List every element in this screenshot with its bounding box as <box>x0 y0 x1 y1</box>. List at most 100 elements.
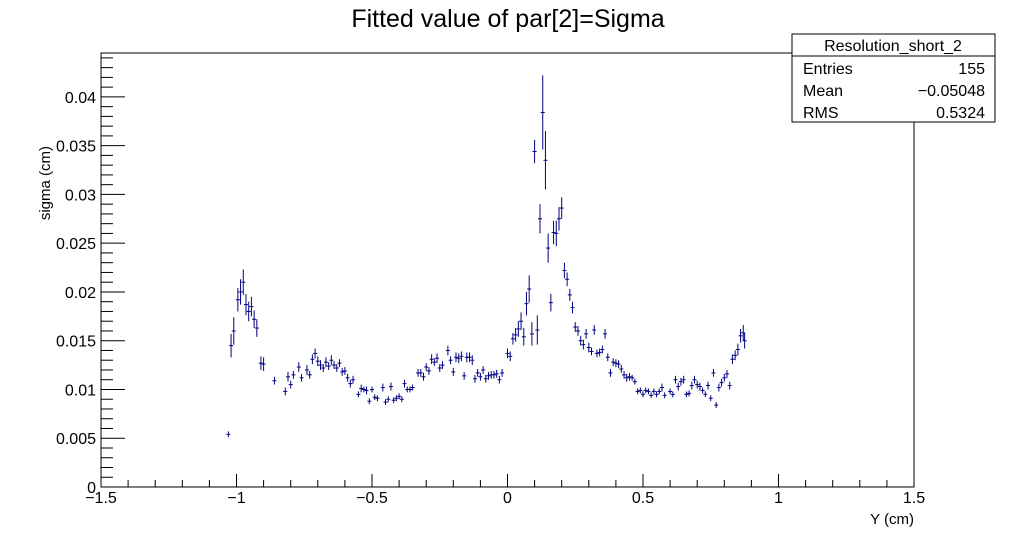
data-point <box>351 375 356 384</box>
data-point <box>527 275 532 303</box>
data-point <box>291 370 296 379</box>
data-point <box>638 387 643 394</box>
data-point <box>454 352 459 363</box>
data-point <box>342 367 347 375</box>
data-point <box>510 332 515 345</box>
data-point <box>622 370 627 379</box>
data-point <box>304 365 309 375</box>
data-point <box>508 351 513 362</box>
data-point <box>361 386 366 393</box>
data-point <box>497 375 502 384</box>
data-point <box>643 387 648 394</box>
data-point <box>684 391 689 398</box>
data-point <box>397 393 402 400</box>
data-point <box>592 325 597 335</box>
data-point <box>673 375 678 384</box>
data-point <box>318 360 323 370</box>
data-point <box>283 387 288 396</box>
stats-mean-value: −0.05048 <box>918 83 985 100</box>
data-point <box>394 395 399 402</box>
data-point <box>632 378 637 385</box>
data-point <box>254 319 259 337</box>
data-point <box>535 315 540 345</box>
data-point <box>603 329 608 339</box>
x-tick-label: −1 <box>227 490 245 507</box>
stats-mean-label: Mean <box>803 83 843 100</box>
data-point <box>296 362 301 372</box>
data-point <box>238 279 243 305</box>
data-point <box>521 328 526 346</box>
data-point <box>657 388 662 395</box>
data-point <box>611 358 616 367</box>
x-tick-label: −1.5 <box>85 490 117 507</box>
data-point <box>231 317 236 345</box>
data-point <box>391 397 396 404</box>
data-point <box>429 354 434 365</box>
stats-entries-label: Entries <box>803 61 853 78</box>
data-point <box>676 382 681 391</box>
data-point <box>584 329 589 339</box>
data-point <box>689 381 694 390</box>
y-tick-label: 0.02 <box>65 285 96 302</box>
data-point <box>486 371 491 380</box>
data-point <box>524 291 529 316</box>
data-point <box>659 383 664 392</box>
data-point <box>249 296 254 317</box>
data-point <box>562 262 567 279</box>
data-point <box>345 373 350 382</box>
data-point <box>459 351 464 362</box>
data-point <box>356 391 361 398</box>
data-point <box>370 386 374 393</box>
stats-rms-value: 0.5324 <box>936 105 985 122</box>
data-point <box>494 369 499 378</box>
data-point <box>307 370 312 379</box>
data-point <box>285 371 290 382</box>
data-point <box>386 396 391 403</box>
data-point <box>551 220 556 245</box>
data-point <box>589 347 594 356</box>
data-point <box>337 359 342 368</box>
stats-entries-value: 155 <box>958 61 985 78</box>
data-point <box>380 383 385 392</box>
data-point <box>627 372 632 381</box>
data-point <box>630 374 635 381</box>
data-point <box>334 364 339 372</box>
data-point <box>554 220 559 247</box>
data-point <box>481 366 486 374</box>
stats-box: Resolution_short_2 Entries 155 Mean −0.0… <box>791 33 996 123</box>
data-point <box>616 360 621 369</box>
data-point <box>714 402 719 409</box>
data-point <box>435 353 440 364</box>
data-point <box>364 386 369 395</box>
data-point <box>722 373 727 382</box>
data-point <box>581 339 586 350</box>
data-point <box>548 293 553 312</box>
data-point <box>410 384 415 391</box>
data-point <box>700 387 705 394</box>
data-point <box>586 342 591 353</box>
data-point <box>299 373 304 382</box>
stats-box-border <box>791 33 996 123</box>
data-point <box>407 386 412 393</box>
data-point <box>315 356 320 367</box>
data-point <box>540 75 545 150</box>
x-tick-label: 1.5 <box>903 490 925 507</box>
data-point <box>418 368 423 377</box>
data-point <box>332 361 337 369</box>
data-point <box>695 380 700 389</box>
y-axis-title: sigma (cm) <box>37 146 54 220</box>
data-points <box>226 75 747 438</box>
data-point <box>608 368 613 377</box>
data-point <box>313 348 318 359</box>
data-point <box>624 373 629 382</box>
y-tick-label: 0.03 <box>65 187 96 204</box>
data-point <box>402 379 407 388</box>
data-point <box>635 388 640 395</box>
y-tick-label: 0.04 <box>65 90 96 107</box>
data-point <box>437 364 442 372</box>
data-point <box>594 349 599 358</box>
data-point <box>668 388 673 395</box>
data-point <box>329 355 334 366</box>
x-tick-label: 0.5 <box>632 490 654 507</box>
data-point <box>730 354 735 365</box>
